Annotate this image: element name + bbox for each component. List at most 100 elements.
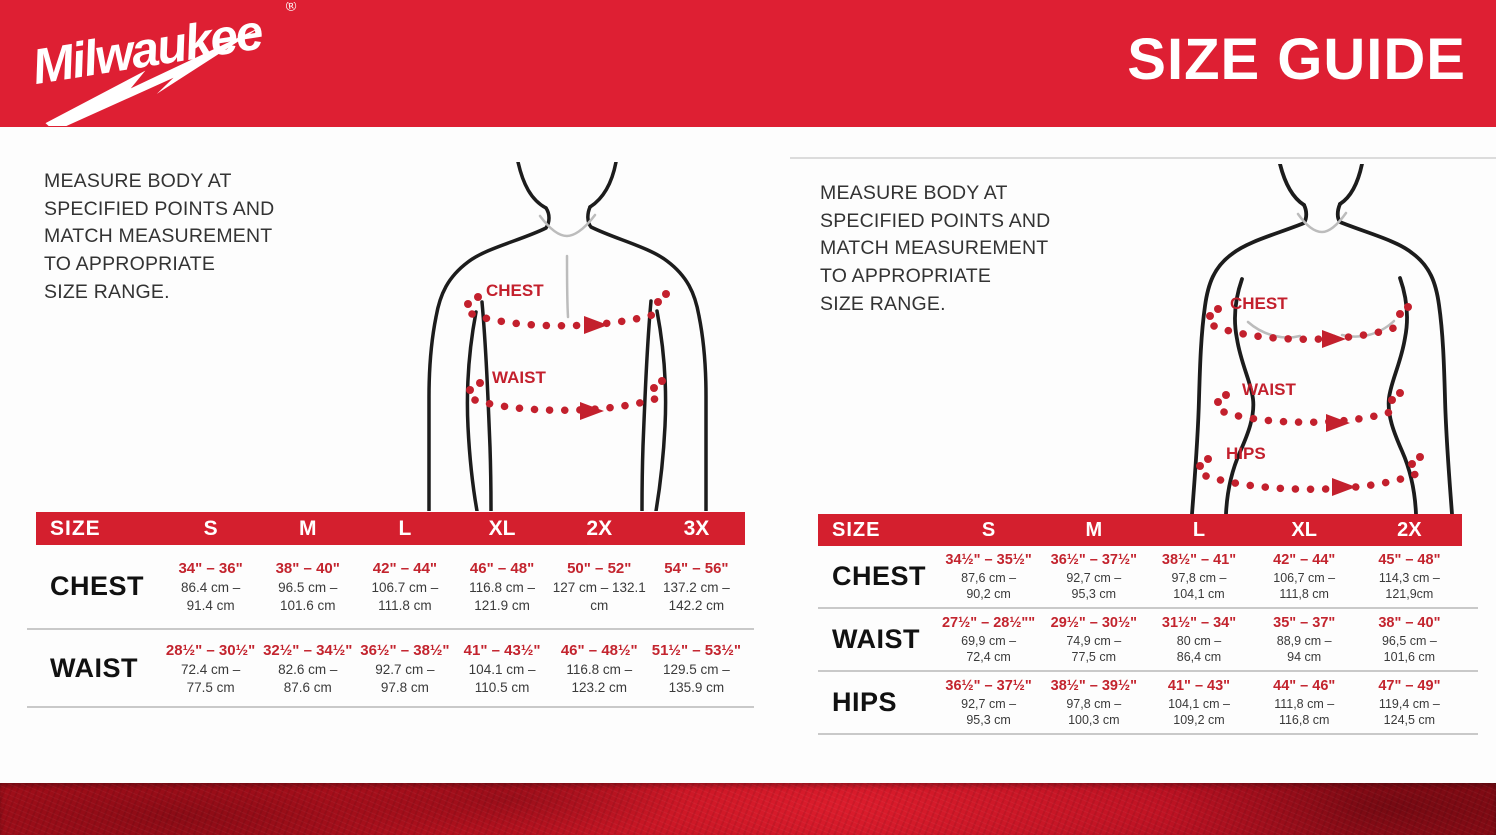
male-detail-lines <box>538 213 597 319</box>
col-2x: 2X <box>586 516 613 540</box>
inches-range: 41" – 43½" <box>463 641 541 659</box>
inches-range: 36½" – 37½" <box>945 678 1032 694</box>
cm-range: 97,8 cm – 100,3 cm <box>1066 697 1122 727</box>
size-cell: 42" – 44" 106,7 cm – 111,8 cm <box>1252 551 1357 602</box>
inches-range: 46" – 48½" <box>560 641 638 659</box>
page-title: SIZE GUIDE <box>1127 27 1466 92</box>
size-cell: 45" – 48" 114,3 cm – 121,9cm <box>1357 551 1462 602</box>
size-cell: 28½" – 30½" 72.4 cm – 77.5 cm <box>162 640 259 697</box>
size-cell: 29½" – 30½" 74,9 cm – 77,5 cm <box>1041 614 1146 665</box>
row-label-waist: WAIST <box>832 624 920 654</box>
cm-range: 88,9 cm – 94 cm <box>1276 634 1332 664</box>
milwaukee-logo: Milwaukee ® <box>28 2 298 126</box>
waist-measure-line: WAIST <box>1214 380 1404 432</box>
size-cell: 42" – 44" 106.7 cm – 111.8 cm <box>356 558 453 615</box>
inches-range: 35" – 37" <box>1273 615 1336 631</box>
cm-range: 74,9 cm – 77,5 cm <box>1066 634 1122 664</box>
cm-range: 92,7 cm – 95,3 cm <box>961 697 1017 727</box>
cm-range: 96,5 cm – 101,6 cm <box>1381 634 1437 664</box>
male-torso-diagram: CHEST WAIST <box>427 162 708 511</box>
cm-range: 92,7 cm – 95,3 cm <box>1066 571 1122 601</box>
female-detail-lines <box>1246 211 1396 339</box>
size-cell: 35" – 37" 88,9 cm – 94 cm <box>1252 614 1357 665</box>
inches-range: 29½" – 30½" <box>1050 615 1137 631</box>
row-label-chest: CHEST <box>832 561 927 591</box>
chest-arrow-icon <box>584 316 608 334</box>
cm-range: 116.8 cm – 123.2 cm <box>566 661 633 695</box>
mens-waist-row: WAIST 28½" – 30½" 72.4 cm – 77.5 cm 32½" … <box>36 630 745 706</box>
col-2x: 2X <box>1397 518 1422 541</box>
mens-size-table: SIZE S M L XL 2X 3X CHEST 34" – 36" 86.4 … <box>27 512 754 708</box>
cm-range: 106,7 cm – 111,8 cm <box>1273 571 1336 601</box>
inches-range: 38" – 40" <box>275 560 340 577</box>
col-m: M <box>1085 518 1103 541</box>
hips-figure-label: HIPS <box>1226 444 1266 463</box>
row-label-chest: CHEST <box>50 571 145 601</box>
cm-range: 129.5 cm – 135.9 cm <box>663 661 730 695</box>
col-m: M <box>298 516 317 540</box>
womens-size-table: SIZE S M L XL 2X CHEST 34½" – 35½" 87,6 c… <box>818 514 1478 735</box>
hips-arrow-icon <box>1332 478 1356 496</box>
cm-range: 97,8 cm – 104,1 cm <box>1171 571 1227 601</box>
waist-arrow-icon <box>580 402 604 420</box>
cm-range: 82.6 cm – 87.6 cm <box>278 661 338 695</box>
col-l: L <box>1192 518 1206 541</box>
row-divider <box>27 706 754 708</box>
cm-range: 69,9 cm – 72,4 cm <box>961 634 1017 664</box>
cm-range: 106.7 cm – 111.8 cm <box>371 580 439 613</box>
cm-range: 86.4 cm – 91.4 cm <box>180 580 241 613</box>
size-cell: 38" – 40" 96,5 cm – 101,6 cm <box>1357 614 1462 665</box>
row-divider <box>818 670 1478 672</box>
cm-range: 104,1 cm – 109,2 cm <box>1168 697 1230 727</box>
size-cell: 36½" – 37½" 92,7 cm – 95,3 cm <box>936 677 1041 728</box>
waist-arrow-icon <box>1326 414 1350 432</box>
inches-range: 27½" – 28½"" <box>941 615 1036 631</box>
inches-range: 54" – 56" <box>664 560 729 577</box>
size-cell: 38" – 40" 96.5 cm – 101.6 cm <box>259 558 356 615</box>
inches-range: 41" – 43" <box>1167 678 1231 694</box>
waist-figure-label: WAIST <box>1242 380 1296 399</box>
chest-measure-line: CHEST <box>1206 294 1412 348</box>
cm-range: 72.4 cm – 77.5 cm <box>180 661 241 695</box>
womens-chest-row: CHEST 34½" – 35½" 87,6 cm – 90,2 cm 36½" … <box>818 546 1462 607</box>
inches-range: 38" – 40" <box>1378 615 1441 631</box>
female-torso-diagram: CHEST WAIST HIPS <box>1190 164 1454 514</box>
section-divider <box>790 157 1496 159</box>
inches-range: 36½" – 37½" <box>1050 552 1137 568</box>
waist-figure-label: WAIST <box>492 368 546 387</box>
brand-banner: Milwaukee ® SIZE GUIDE <box>0 0 1496 127</box>
size-cell: 34½" – 35½" 87,6 cm – 90,2 cm <box>936 551 1041 602</box>
size-cell: 46" – 48" 116.8 cm – 121.9 cm <box>453 558 550 615</box>
size-cell: 47" – 49" 119,4 cm – 124,5 cm <box>1357 677 1462 728</box>
cm-range: 87,6 cm – 90,2 cm <box>961 571 1017 601</box>
col-3x: 3X <box>683 516 710 540</box>
col-s: S <box>203 516 218 540</box>
womens-table-header: SIZE S M L XL 2X <box>818 514 1462 546</box>
col-s: S <box>981 518 996 541</box>
inches-range: 38½" – 39½" <box>1050 678 1137 694</box>
size-cell: 27½" – 28½"" 69,9 cm – 72,4 cm <box>936 614 1041 665</box>
size-header-label: SIZE <box>50 516 101 540</box>
registered-trademark-icon: ® <box>285 2 298 15</box>
size-cell: 44" – 46" 111,8 cm – 116,8 cm <box>1252 677 1357 728</box>
inches-range: 44" – 46" <box>1273 678 1336 694</box>
measure-instructions-women: MEASURE BODY AT SPECIFIED POINTS AND MAT… <box>820 182 1051 315</box>
hips-measure-line: HIPS <box>1196 444 1424 496</box>
bottom-texture-band <box>0 783 1496 835</box>
inches-range: 36½" – 38½" <box>360 641 450 659</box>
mens-chest-row: CHEST 34" – 36" 86.4 cm – 91.4 cm 38" – 4… <box>36 545 745 628</box>
inches-range: 34" – 36" <box>178 560 243 577</box>
chest-figure-label: CHEST <box>486 281 544 300</box>
inches-range: 38½" – 41" <box>1161 552 1237 568</box>
male-outline <box>427 162 708 511</box>
inches-range: 51½" – 53½" <box>651 641 742 659</box>
cm-range: 104.1 cm – 110.5 cm <box>468 661 536 695</box>
cm-range: 127 cm – 132.1 cm <box>552 580 646 613</box>
inches-range: 42" – 44" <box>372 560 438 577</box>
size-cell: 36½" – 38½" 92.7 cm – 97.8 cm <box>356 640 453 697</box>
womens-waist-row: WAIST 27½" – 28½"" 69,9 cm – 72,4 cm 29½"… <box>818 609 1462 670</box>
col-l: L <box>398 516 412 540</box>
womens-hips-row: HIPS 36½" – 37½" 92,7 cm – 95,3 cm 38½" –… <box>818 672 1462 733</box>
size-cell: 50" – 52" 127 cm – 132.1 cm <box>551 558 648 615</box>
